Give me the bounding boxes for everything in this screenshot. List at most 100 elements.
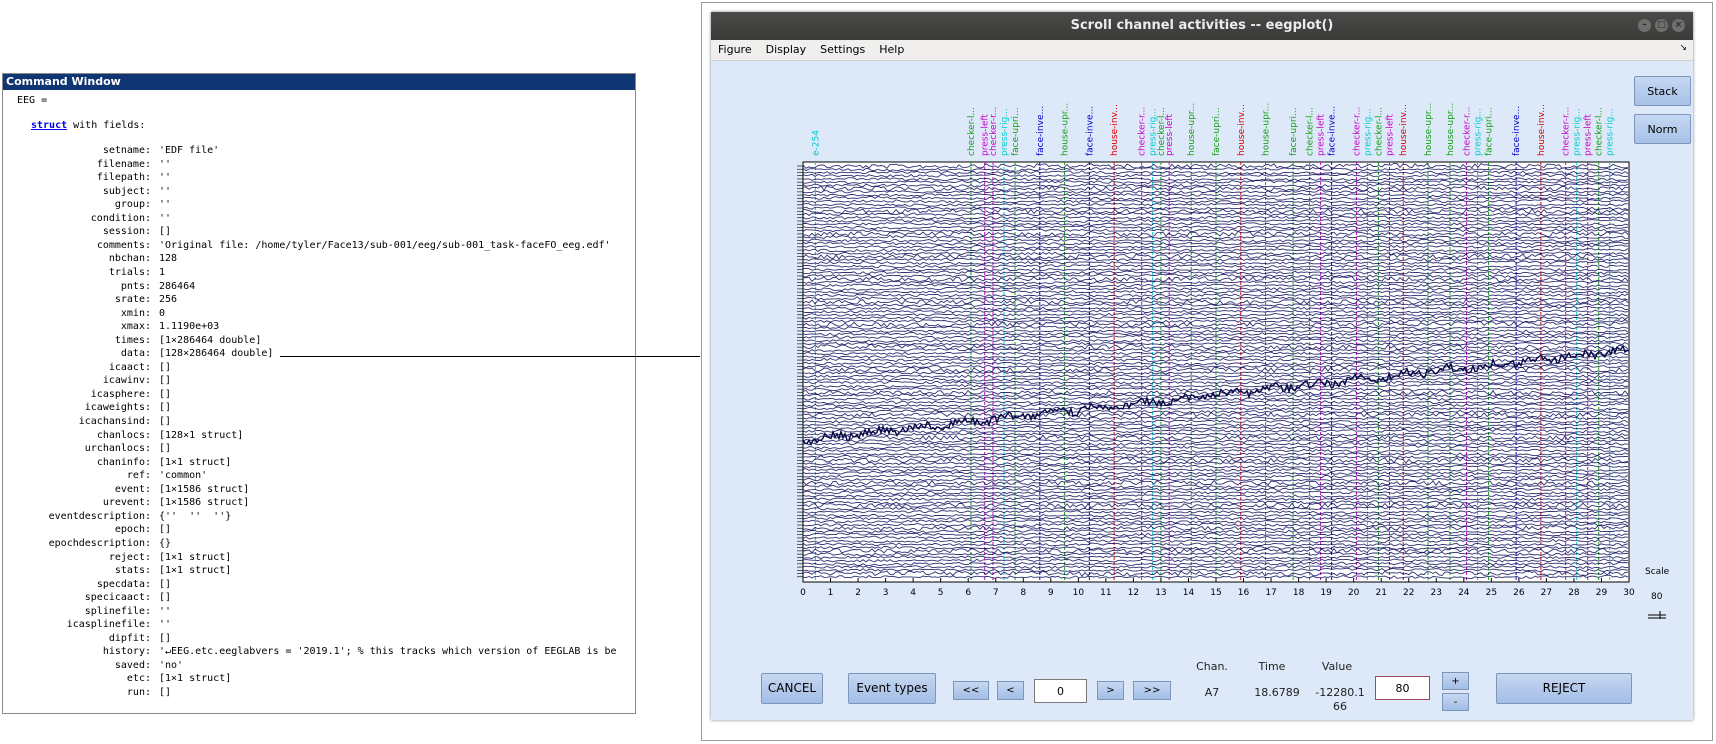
channel-trace bbox=[802, 389, 1629, 396]
reject-button[interactable]: REJECT bbox=[1496, 673, 1632, 704]
field-value: 'common' bbox=[159, 470, 208, 482]
field-value: '' bbox=[159, 212, 172, 224]
field-value: '' bbox=[159, 158, 172, 170]
channel-trace bbox=[802, 315, 1629, 321]
event-label: house-inv... bbox=[1399, 104, 1409, 156]
menu-bar: Figure Display Settings Help ↘ bbox=[711, 40, 1693, 61]
field-value: '↵EEG.etc.eeglabvers = '2019.1'; % this … bbox=[159, 646, 617, 658]
channel-trace bbox=[802, 215, 1629, 220]
channel-trace bbox=[802, 319, 1629, 324]
field-name: icaact: bbox=[108, 361, 151, 373]
event-label: house-inv... bbox=[1237, 104, 1247, 156]
x-tick-label: 28 bbox=[1568, 588, 1580, 598]
channel-trace bbox=[802, 441, 1629, 447]
menu-settings[interactable]: Settings bbox=[820, 43, 866, 56]
field-value: [] bbox=[159, 632, 172, 644]
channel-trace bbox=[802, 444, 1629, 450]
time-input[interactable] bbox=[1034, 679, 1087, 703]
x-tick-label: 9 bbox=[1048, 588, 1054, 598]
menu-figure[interactable]: Figure bbox=[718, 43, 752, 56]
channel-trace bbox=[802, 542, 1629, 547]
channel-trace bbox=[802, 219, 1629, 224]
channel-trace bbox=[802, 267, 1629, 272]
channel-trace bbox=[802, 434, 1629, 441]
struct-link[interactable]: struct bbox=[31, 120, 68, 131]
field-name: epochdescription: bbox=[48, 537, 151, 549]
scroll-prev-button[interactable]: < bbox=[997, 681, 1024, 700]
channel-trace bbox=[802, 343, 1629, 351]
command-window[interactable]: Command Window EEG = struct with fields: s… bbox=[2, 73, 636, 714]
field-name: filepath: bbox=[96, 172, 151, 184]
field-name: run: bbox=[126, 687, 151, 698]
channel-trace bbox=[803, 170, 1629, 175]
event-label: press-rig... bbox=[1606, 108, 1616, 156]
channel-trace bbox=[802, 387, 1629, 392]
event-types-button[interactable]: Event types bbox=[848, 673, 936, 704]
channel-trace bbox=[802, 564, 1629, 570]
channel-trace bbox=[803, 276, 1629, 283]
field-name: icasphere: bbox=[90, 388, 151, 400]
channel-trace bbox=[802, 296, 1629, 301]
channel-trace bbox=[802, 166, 1629, 172]
channel-trace bbox=[802, 419, 1629, 424]
channel-trace bbox=[802, 545, 1629, 550]
channel-trace bbox=[802, 374, 1629, 379]
channel-trace bbox=[802, 547, 1629, 554]
channel-trace bbox=[802, 377, 1629, 382]
scroll-last-button[interactable]: >> bbox=[1133, 681, 1171, 700]
field-value: [1×1 struct] bbox=[159, 673, 232, 685]
x-tick-label: 24 bbox=[1458, 588, 1470, 598]
value-header: Value bbox=[1321, 660, 1353, 673]
channel-trace bbox=[802, 302, 1628, 307]
scale-input[interactable] bbox=[1375, 676, 1430, 700]
connector-line bbox=[280, 356, 700, 357]
channel-trace bbox=[802, 502, 1629, 509]
event-label: face-inve... bbox=[1328, 106, 1338, 156]
scale-bar-icon bbox=[1648, 611, 1666, 619]
value-value-line1: -12280.1 bbox=[1315, 686, 1365, 699]
channel-trace bbox=[802, 331, 1629, 337]
menu-display[interactable]: Display bbox=[765, 43, 807, 56]
field-name: eventdescription: bbox=[48, 510, 151, 522]
event-label: press-rig... bbox=[1149, 108, 1159, 156]
channel-trace bbox=[802, 244, 1629, 250]
x-tick-label: 0 bbox=[800, 588, 806, 598]
close-icon[interactable]: × bbox=[1672, 19, 1685, 32]
maximize-icon[interactable]: □ bbox=[1655, 19, 1668, 32]
field-value: 256 bbox=[159, 294, 178, 306]
event-label: press-rig... bbox=[1363, 108, 1373, 156]
channel-trace bbox=[802, 452, 1629, 457]
channel-trace bbox=[802, 438, 1629, 444]
dock-arrow-icon[interactable]: ↘ bbox=[1679, 43, 1687, 53]
menu-help[interactable]: Help bbox=[879, 43, 905, 56]
channel-trace bbox=[802, 471, 1629, 476]
channel-trace bbox=[803, 264, 1629, 269]
cancel-button[interactable]: CANCEL bbox=[761, 673, 823, 704]
struct-header: struct with fields: bbox=[31, 119, 145, 132]
norm-button[interactable]: Norm bbox=[1634, 114, 1691, 144]
scroll-first-button[interactable]: << bbox=[953, 681, 989, 700]
scroll-next-button[interactable]: > bbox=[1097, 681, 1124, 700]
channel-trace bbox=[802, 225, 1629, 230]
event-label: face-upri... bbox=[1485, 107, 1495, 156]
time-header: Time bbox=[1258, 660, 1286, 673]
event-label: press-rig... bbox=[1000, 108, 1010, 156]
channel-trace bbox=[802, 561, 1629, 567]
channel-trace bbox=[802, 409, 1629, 414]
scale-plus-button[interactable]: + bbox=[1442, 672, 1469, 690]
stack-button[interactable]: Stack bbox=[1634, 76, 1691, 106]
window-titlebar[interactable]: Scroll channel activities -- eegplot() –… bbox=[711, 12, 1693, 40]
eegplot-window[interactable]: Scroll channel activities -- eegplot() –… bbox=[711, 12, 1693, 720]
field-name: comments: bbox=[96, 239, 151, 251]
channel-trace bbox=[803, 474, 1629, 479]
field-value: [128×1 struct] bbox=[159, 429, 244, 441]
x-tick-label: 15 bbox=[1210, 588, 1221, 598]
scale-minus-button[interactable]: - bbox=[1442, 693, 1469, 711]
minimize-icon[interactable]: – bbox=[1638, 19, 1651, 32]
channel-trace bbox=[802, 309, 1629, 314]
channel-trace bbox=[802, 428, 1629, 434]
field-name: dipfit: bbox=[108, 632, 151, 644]
channel-trace bbox=[802, 500, 1629, 505]
event-label: house-upr... bbox=[1446, 103, 1456, 156]
